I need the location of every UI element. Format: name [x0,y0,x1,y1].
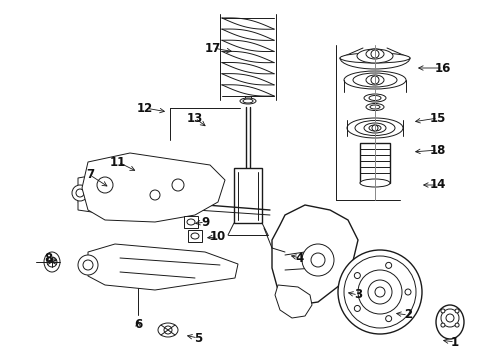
Ellipse shape [369,125,381,131]
Circle shape [441,309,459,327]
Ellipse shape [136,190,144,210]
Circle shape [338,250,422,334]
Text: 2: 2 [404,309,412,321]
Ellipse shape [166,194,174,207]
Circle shape [368,280,392,304]
Ellipse shape [353,73,397,87]
Circle shape [83,260,93,270]
Circle shape [47,257,57,267]
Ellipse shape [189,194,197,206]
Ellipse shape [364,123,386,133]
Text: 15: 15 [430,112,446,125]
Circle shape [441,323,445,327]
Bar [234,168,262,223]
Ellipse shape [240,98,256,104]
Ellipse shape [436,305,464,339]
Ellipse shape [347,118,403,138]
Circle shape [311,253,325,267]
Ellipse shape [366,104,384,111]
Text: 13: 13 [187,112,203,125]
Ellipse shape [340,53,410,63]
Bar [188,230,202,242]
Text: 17: 17 [205,41,221,54]
Circle shape [358,270,402,314]
Polygon shape [78,172,128,215]
Circle shape [354,305,360,311]
Ellipse shape [370,105,380,109]
Ellipse shape [243,99,253,103]
Polygon shape [275,285,312,318]
Ellipse shape [126,191,134,209]
Text: 16: 16 [435,62,451,75]
Ellipse shape [364,94,386,102]
Text: 8: 8 [44,252,52,265]
Ellipse shape [44,252,60,272]
Text: 18: 18 [430,144,446,157]
Circle shape [371,50,379,58]
Ellipse shape [369,95,381,100]
Circle shape [354,273,360,279]
Ellipse shape [366,49,384,59]
Ellipse shape [357,49,393,63]
Bar [184,216,198,228]
Circle shape [344,256,416,328]
Text: 7: 7 [86,168,94,181]
Ellipse shape [360,179,390,187]
Ellipse shape [158,323,178,337]
Polygon shape [272,205,358,305]
Ellipse shape [178,193,186,207]
Text: 1: 1 [451,336,459,348]
Text: 5: 5 [194,332,202,345]
Circle shape [441,309,445,313]
Text: 10: 10 [210,230,226,243]
Circle shape [375,287,385,297]
Text: 6: 6 [134,319,142,332]
Text: 9: 9 [201,216,209,229]
Text: 12: 12 [137,102,153,114]
Circle shape [455,323,459,327]
Circle shape [446,314,454,322]
Ellipse shape [156,193,164,207]
Circle shape [72,185,88,201]
Polygon shape [82,153,225,222]
Text: 11: 11 [110,156,126,168]
Circle shape [405,289,411,295]
Ellipse shape [344,71,406,89]
Ellipse shape [366,75,384,85]
Circle shape [78,255,98,275]
Circle shape [371,76,379,84]
Text: 3: 3 [354,288,362,302]
Circle shape [386,316,392,321]
Circle shape [302,244,334,276]
Ellipse shape [146,192,154,208]
Circle shape [386,262,392,268]
Circle shape [76,189,84,197]
Ellipse shape [355,121,395,135]
Polygon shape [88,244,238,290]
Circle shape [164,326,172,334]
Circle shape [372,125,378,131]
Circle shape [97,177,113,193]
Bar [360,143,390,183]
Text: 14: 14 [430,179,446,192]
Text: 4: 4 [296,252,304,265]
Circle shape [172,179,184,191]
Circle shape [455,309,459,313]
Circle shape [150,190,160,200]
